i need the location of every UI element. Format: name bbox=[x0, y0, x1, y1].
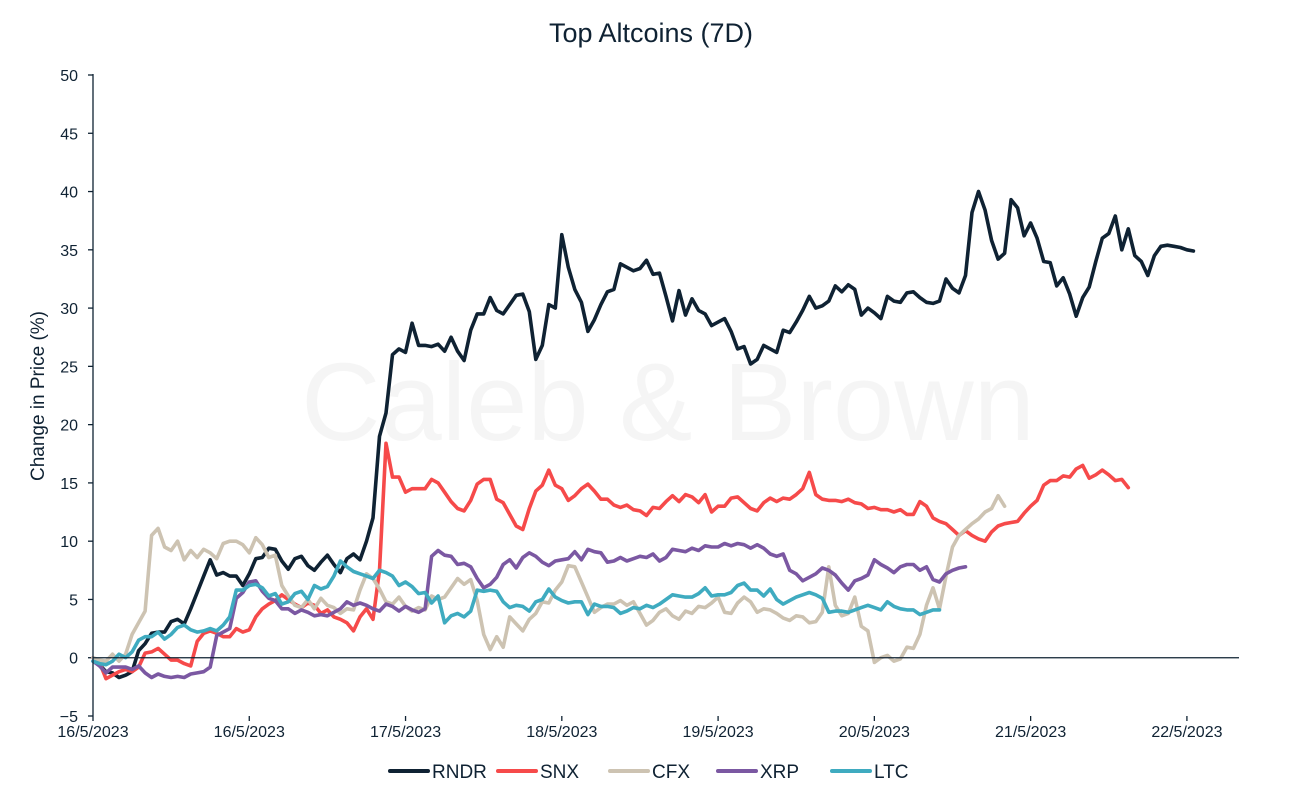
x-tick-label: 17/5/2023 bbox=[370, 724, 441, 741]
x-axis-ticks: 16/5/2023 16/5/2023 17/5/2023 18/5/2023 19/5… bbox=[57, 716, 1223, 741]
legend-item-cfx[interactable]: CFX bbox=[608, 762, 690, 783]
y-tick-label: 35 bbox=[60, 243, 78, 260]
legend-label: CFX bbox=[652, 762, 690, 783]
y-tick-label: 0 bbox=[69, 651, 78, 668]
y-axis-label: Change in Price (%) bbox=[28, 311, 49, 481]
y-tick-label: 15 bbox=[60, 476, 78, 493]
series-line-cfx bbox=[91, 493, 1007, 665]
y-tick-label: 20 bbox=[60, 418, 78, 435]
y-tick-label: 40 bbox=[60, 185, 78, 202]
x-tick-label: 16/5/2023 bbox=[214, 724, 285, 741]
x-tick-label: 22/5/2023 bbox=[1151, 724, 1222, 741]
legend-item-snx[interactable]: SNX bbox=[496, 762, 579, 783]
x-tick-label: 16/5/2023 bbox=[57, 724, 128, 741]
x-tick-label: 20/5/2023 bbox=[839, 724, 910, 741]
y-tick-label: 10 bbox=[60, 534, 78, 551]
watermark: Caleb & Brown bbox=[301, 341, 1035, 464]
chart-title: Top Altcoins (7D) bbox=[549, 18, 753, 48]
legend: RNDR SNX CFX XRP LTC bbox=[388, 762, 908, 783]
legend-label: XRP bbox=[760, 762, 799, 783]
legend-item-rndr[interactable]: RNDR bbox=[388, 762, 487, 783]
x-tick-label: 19/5/2023 bbox=[682, 724, 753, 741]
x-tick-label: 18/5/2023 bbox=[526, 724, 597, 741]
y-tick-label: 25 bbox=[60, 359, 78, 376]
legend-item-ltc[interactable]: LTC bbox=[830, 762, 908, 783]
series-line-rndr bbox=[91, 189, 1196, 680]
legend-label: LTC bbox=[874, 762, 908, 783]
series-lines bbox=[91, 189, 1196, 681]
legend-item-xrp[interactable]: XRP bbox=[716, 762, 799, 783]
x-tick-label: 21/5/2023 bbox=[995, 724, 1066, 741]
y-tick-label: 50 bbox=[60, 68, 78, 85]
series-line-ltc bbox=[91, 559, 942, 667]
y-tick-label: 30 bbox=[60, 301, 78, 318]
legend-label: RNDR bbox=[432, 762, 487, 783]
legend-label: SNX bbox=[540, 762, 579, 783]
y-tick-label: 45 bbox=[60, 126, 78, 143]
series-line-xrp bbox=[91, 541, 968, 680]
series-line-snx bbox=[91, 441, 1131, 681]
y-tick-label: 5 bbox=[69, 592, 78, 609]
y-tick-label: −5 bbox=[60, 709, 78, 726]
y-axis-ticks: −5 0 5 10 15 20 25 30 35 40 45 50 bbox=[60, 68, 93, 726]
